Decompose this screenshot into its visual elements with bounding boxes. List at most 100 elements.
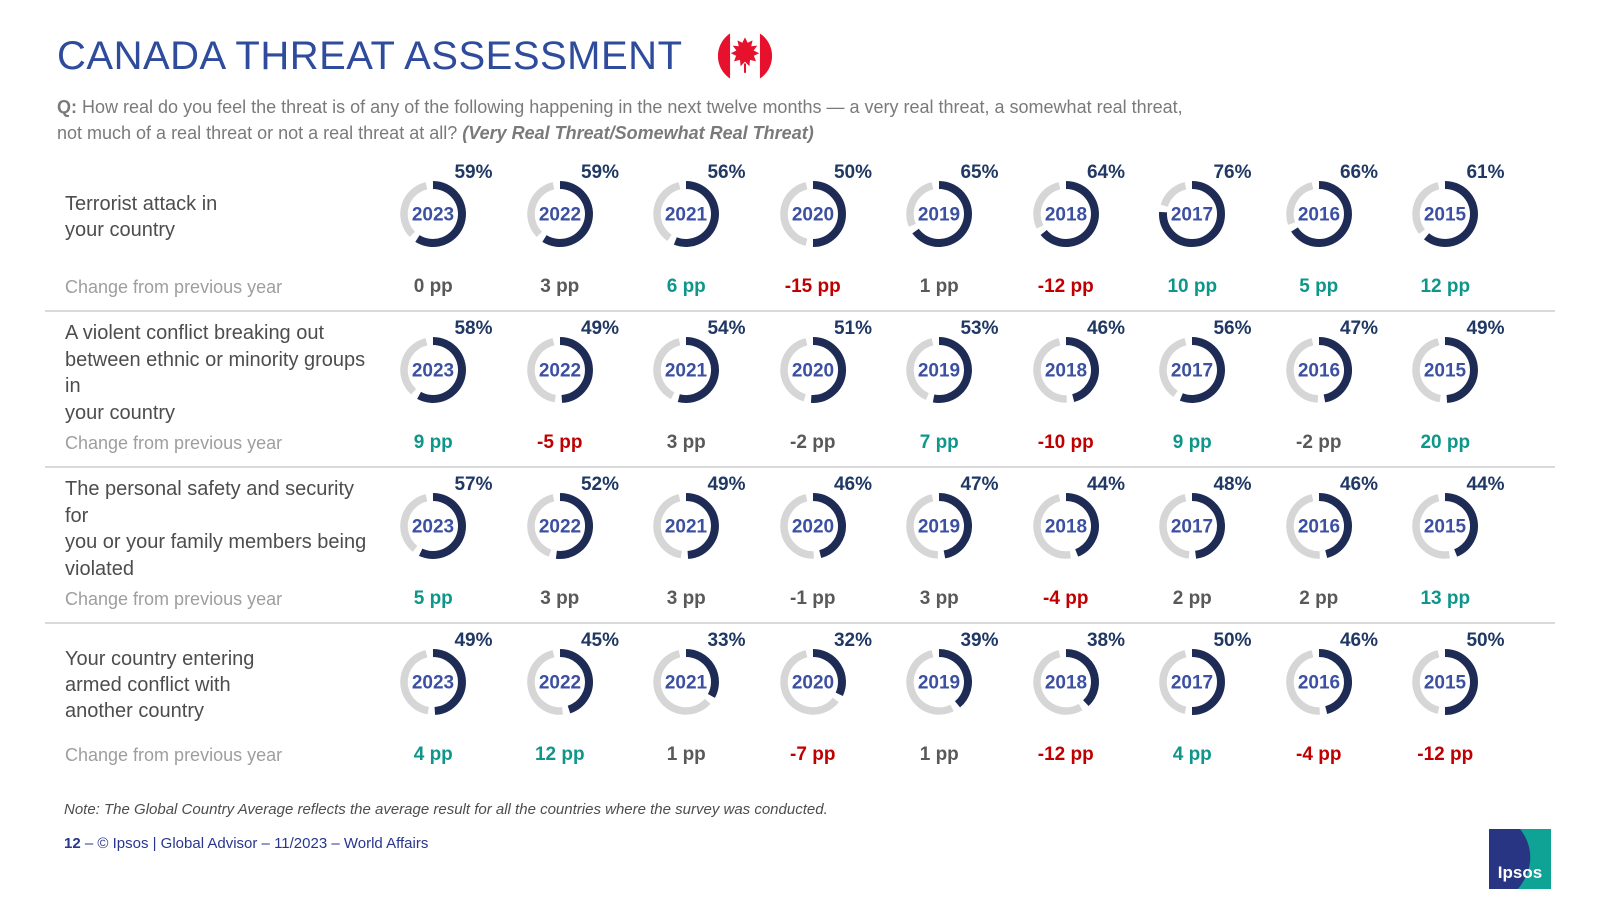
- percent-label: 53%: [960, 318, 999, 340]
- donut-chart-2019: 39% 2019: [876, 630, 1003, 740]
- ipsos-logo: Ipsos: [1489, 829, 1551, 889]
- percent-label: 44%: [1086, 474, 1125, 496]
- donut-ring: 2023: [400, 649, 467, 716]
- year-label: 2015: [1424, 205, 1467, 226]
- year-label: 2021: [665, 517, 708, 538]
- donut-ring: 2022: [527, 493, 593, 560]
- donut-chart-2018: 38% 2018: [1003, 630, 1130, 740]
- change-value: 3 pp: [666, 432, 706, 454]
- donut-chart-2021: 56% 2021: [623, 162, 750, 272]
- change-value: 20 pp: [1420, 432, 1471, 454]
- donut-ring: 2023: [400, 181, 467, 248]
- donut-row: Terrorist attack in your country 59% 2023…: [57, 162, 1600, 272]
- donut-ring: 2019: [906, 649, 973, 715]
- change-value: 5 pp: [413, 588, 453, 610]
- donut-chart-2015: 61% 2015: [1382, 162, 1509, 272]
- donut-ring: 2015: [1412, 181, 1479, 248]
- donut-ring: 2015: [1412, 649, 1479, 716]
- year-label: 2022: [539, 673, 581, 694]
- donut-ring: 2018: [1033, 181, 1099, 248]
- donut-chart-2022: 52% 2022: [497, 474, 624, 584]
- percent-label: 50%: [833, 162, 872, 184]
- donut-ring: 2016: [1286, 649, 1352, 715]
- donut-ring: 2022: [526, 649, 593, 715]
- donut-chart-2020: 32% 2020: [750, 630, 877, 740]
- donut-ring: 2022: [527, 337, 593, 404]
- year-label: 2021: [665, 673, 708, 694]
- change-value: 3 pp: [919, 588, 959, 610]
- change-value: 3 pp: [540, 276, 580, 298]
- donut-ring: 2019: [906, 181, 973, 248]
- change-value: -1 pp: [790, 588, 836, 610]
- percent-label: 59%: [580, 162, 619, 184]
- change-value: -2 pp: [790, 432, 836, 454]
- donut-chart-2018: 46% 2018: [1003, 318, 1130, 428]
- donut-chart-2015: 49% 2015: [1382, 318, 1509, 428]
- year-label: 2022: [539, 205, 581, 226]
- change-value: -12 pp: [1037, 276, 1094, 298]
- change-values-row: 4 pp 12 pp 1 pp -7 pp 1 pp -12 pp 4 pp -4 pp -12…: [370, 744, 1509, 766]
- donut-grid: 57% 2023 52% 2022 49% 2021 46% 2020 47% 2019 44% 20…: [370, 474, 1509, 584]
- threat-category-label: Your country entering armed conflict wit…: [65, 647, 255, 723]
- change-value: 1 pp: [919, 744, 959, 766]
- donut-chart-2015: 50% 2015: [1382, 630, 1509, 740]
- year-label: 2022: [539, 361, 581, 382]
- question-line2: not much of a real threat or not a real …: [57, 123, 458, 144]
- year-label: 2018: [1045, 361, 1087, 382]
- year-label: 2023: [412, 205, 454, 226]
- donut-ring: 2015: [1412, 493, 1479, 559]
- footnote: Note: The Global Country Average reflect…: [64, 801, 828, 818]
- change-value: -10 pp: [1037, 432, 1094, 454]
- donut-row: A violent conflict breaking out between …: [57, 318, 1600, 428]
- donut-ring: 2019: [906, 493, 973, 559]
- year-label: 2021: [665, 205, 708, 226]
- threat-section: The personal safety and security for you…: [0, 474, 1600, 625]
- donut-chart-2017: 56% 2017: [1129, 318, 1256, 428]
- donut-ring: 2018: [1033, 649, 1099, 715]
- percent-label: 33%: [707, 630, 746, 652]
- change-value: -2 pp: [1296, 432, 1342, 454]
- canada-flag-svg: [717, 28, 772, 84]
- change-value: 1 pp: [919, 276, 959, 298]
- year-label: 2019: [918, 205, 960, 226]
- change-value: 13 pp: [1420, 588, 1471, 610]
- percent-label: 58%: [454, 318, 493, 340]
- year-label: 2017: [1171, 205, 1213, 226]
- change-row-label: Change from previous year: [65, 432, 283, 453]
- percent-label: 50%: [1213, 630, 1252, 652]
- donut-ring: 2018: [1033, 493, 1099, 559]
- percent-label: 46%: [1339, 474, 1378, 496]
- row-divider: [45, 466, 1555, 469]
- change-value: 7 pp: [919, 432, 959, 454]
- change-values-row: 0 pp 3 pp 6 pp -15 pp 1 pp -12 pp 10 pp 5 pp 12 …: [370, 276, 1509, 298]
- year-label: 2017: [1171, 673, 1213, 694]
- donut-ring: 2017: [1159, 649, 1226, 716]
- question-emphasis: (Very Real Threat/Somewhat Real Threat): [462, 123, 814, 144]
- year-label: 2019: [918, 673, 960, 694]
- change-row: Change from previous year 0 pp 3 pp 6 pp -1…: [57, 272, 1600, 302]
- percent-label: 50%: [1466, 630, 1505, 652]
- donut-chart-2023: 49% 2023: [370, 630, 497, 740]
- year-label: 2019: [918, 517, 960, 538]
- donut-ring: 2020: [779, 181, 846, 248]
- year-label: 2023: [412, 361, 454, 382]
- donut-chart-2016: 46% 2016: [1256, 630, 1383, 740]
- percent-label: 38%: [1086, 630, 1125, 652]
- year-label: 2020: [792, 517, 834, 538]
- percent-label: 39%: [960, 630, 999, 652]
- year-label: 2020: [792, 361, 834, 382]
- donut-chart-2022: 49% 2022: [497, 318, 624, 428]
- donut-ring: 2020: [780, 337, 846, 404]
- percent-label: 76%: [1213, 162, 1252, 184]
- threat-section: Your country entering armed conflict wit…: [0, 630, 1600, 770]
- percent-label: 59%: [454, 162, 493, 184]
- donut-row: Your country entering armed conflict wit…: [57, 630, 1600, 740]
- percent-label: 51%: [833, 318, 872, 340]
- percent-label: 49%: [454, 630, 493, 652]
- donut-ring: 2017: [1159, 337, 1226, 404]
- percent-label: 47%: [960, 474, 999, 496]
- percent-label: 49%: [1466, 318, 1505, 340]
- change-value: -5 pp: [537, 432, 583, 454]
- donut-chart-2022: 59% 2022: [497, 162, 624, 272]
- percent-label: 45%: [580, 630, 619, 652]
